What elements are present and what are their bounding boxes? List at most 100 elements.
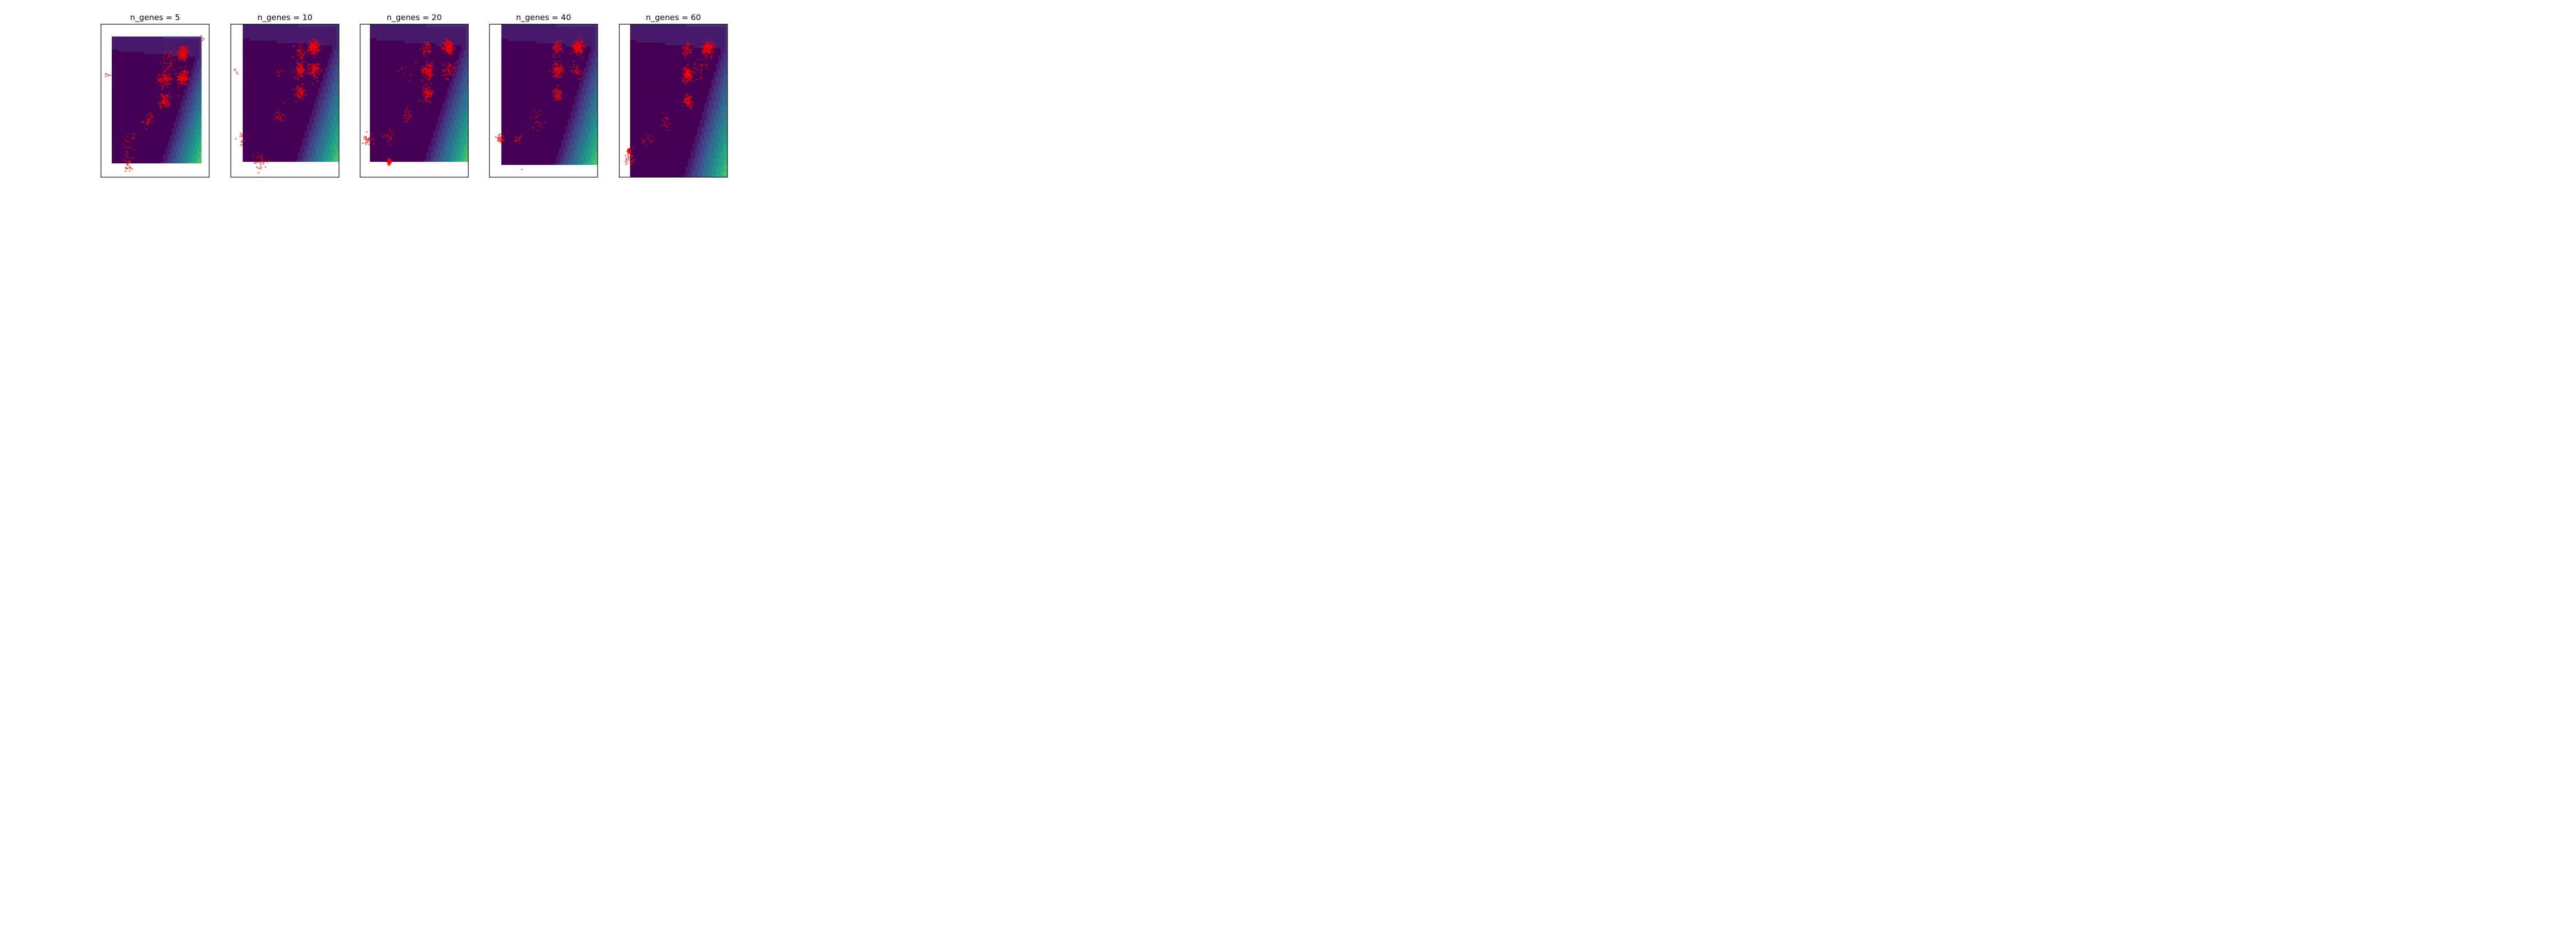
contour-cell [152, 124, 155, 127]
data-point [122, 144, 124, 146]
contour-cell [176, 87, 179, 90]
contour-cell [304, 138, 308, 141]
contour-cell [304, 31, 308, 35]
contour-cell [137, 65, 140, 67]
contour-cell [148, 154, 151, 158]
contour-cell [146, 109, 149, 111]
contour-cell [112, 87, 114, 90]
contour-cell [286, 116, 289, 119]
contour-cell [300, 124, 303, 127]
contour-cell [127, 87, 129, 90]
data-point [165, 105, 167, 107]
contour-cell [263, 53, 266, 56]
contour-cell [152, 130, 155, 133]
contour-cell [180, 39, 183, 41]
contour-cell [259, 152, 262, 156]
contour-cell [146, 97, 149, 100]
contour-cell [284, 55, 287, 58]
data-point [128, 167, 131, 169]
contour-cell [159, 49, 162, 53]
contour-cell [178, 89, 181, 92]
contour-cell [265, 135, 268, 139]
contour-cell [191, 62, 194, 65]
contour-cell [170, 56, 172, 59]
contour-cell [152, 139, 155, 142]
contour-cell [284, 154, 287, 158]
contour-cell [311, 76, 314, 79]
contour-cell [165, 128, 168, 131]
contour-cell [180, 132, 183, 135]
contour-cell [261, 55, 264, 58]
contour-cell [155, 159, 157, 162]
data-point [146, 115, 148, 117]
contour-cell [191, 97, 194, 100]
contour-cell [307, 93, 310, 96]
contour-cell [163, 93, 166, 96]
contour-cell [259, 126, 262, 129]
contour-cell [243, 33, 246, 37]
contour-cell [135, 45, 138, 48]
contour-cell [268, 138, 271, 141]
contour-cell [300, 41, 303, 44]
contour-cell [284, 116, 287, 119]
contour-cell [174, 91, 177, 94]
data-point [168, 74, 171, 76]
contour-cell [124, 89, 127, 92]
contour-cell [268, 76, 271, 79]
contour-cell [195, 84, 198, 88]
contour-cell [286, 138, 289, 141]
contour-cell [127, 126, 129, 129]
contour-cell [182, 95, 185, 98]
data-point [199, 45, 201, 47]
contour-cell [195, 161, 198, 164]
contour-cell [256, 159, 259, 162]
contour-cell [120, 39, 123, 41]
contour-cell [254, 100, 257, 103]
contour-cell [263, 83, 266, 87]
contour-cell [243, 145, 246, 148]
contour-cell [180, 137, 183, 140]
contour-cell [180, 69, 183, 72]
contour-cell [289, 159, 292, 162]
contour-cell [291, 133, 294, 136]
contour-cell [284, 159, 287, 162]
contour-cell [163, 84, 166, 88]
contour-cell [316, 116, 319, 119]
contour-cell [320, 97, 324, 101]
contour-cell [114, 128, 116, 131]
contour-cell [187, 60, 189, 63]
contour-cell [133, 144, 136, 146]
contour-cell [272, 105, 275, 108]
contour-cell [268, 114, 271, 117]
contour-cell [144, 47, 146, 50]
contour-cell [272, 36, 275, 39]
contour-cell [265, 60, 268, 63]
contour-cell [174, 119, 177, 123]
contour-cell [180, 157, 183, 160]
contour-cell [124, 36, 127, 39]
contour-cell [163, 117, 166, 120]
data-point [166, 44, 168, 46]
contour-cell [163, 71, 166, 74]
contour-cell [146, 91, 149, 94]
contour-cell [195, 49, 198, 53]
contour-cell [247, 45, 250, 48]
contour-cell [263, 126, 266, 129]
contour-cell [142, 146, 144, 149]
contour-cell [302, 105, 305, 108]
contour-cell [297, 124, 300, 127]
contour-cell [268, 60, 271, 63]
contour-cell [300, 26, 303, 29]
contour-cell [251, 62, 255, 65]
contour-cell [137, 148, 140, 151]
data-point [164, 82, 166, 84]
contour-cell [256, 29, 259, 32]
contour-cell [307, 128, 310, 131]
contour-cell [314, 72, 317, 75]
contour-cell [144, 128, 146, 131]
contour-cell [176, 139, 179, 142]
contour-cell [163, 146, 166, 149]
contour-cell [157, 97, 159, 100]
contour-cell [281, 112, 284, 115]
contour-cell [277, 36, 280, 39]
